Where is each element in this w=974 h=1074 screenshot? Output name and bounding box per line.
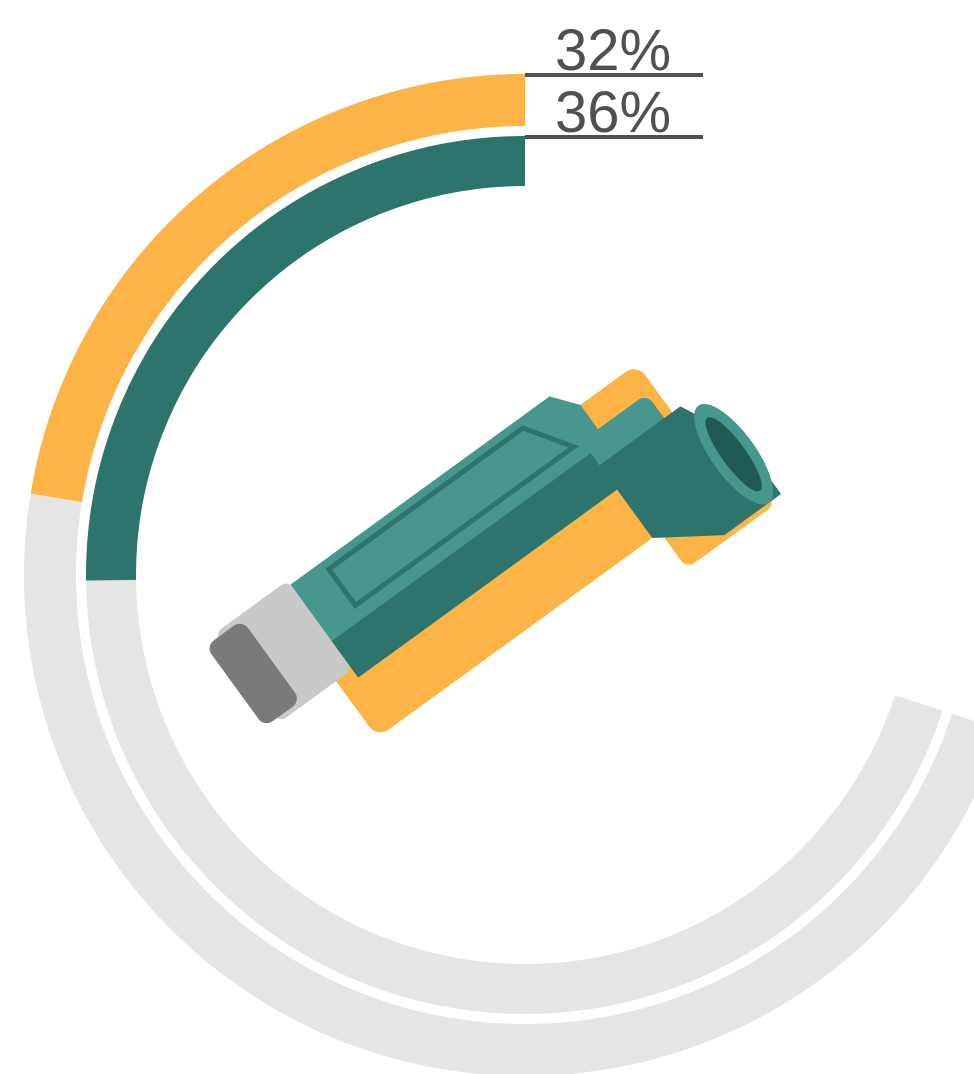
canister — [218, 583, 350, 720]
value-label: 36% — [555, 80, 671, 145]
canister-cap — [209, 623, 297, 724]
value-label: 32% — [555, 18, 671, 83]
rings — [24, 74, 974, 1074]
mouthpiece-hole — [705, 417, 762, 492]
radial-bar — [86, 136, 526, 581]
inhaler-panel — [325, 425, 579, 609]
inhaler-side — [331, 441, 634, 678]
inhaler-illustration — [209, 369, 782, 733]
radial-bar — [30, 74, 526, 502]
labels: 32%36% — [525, 18, 703, 145]
